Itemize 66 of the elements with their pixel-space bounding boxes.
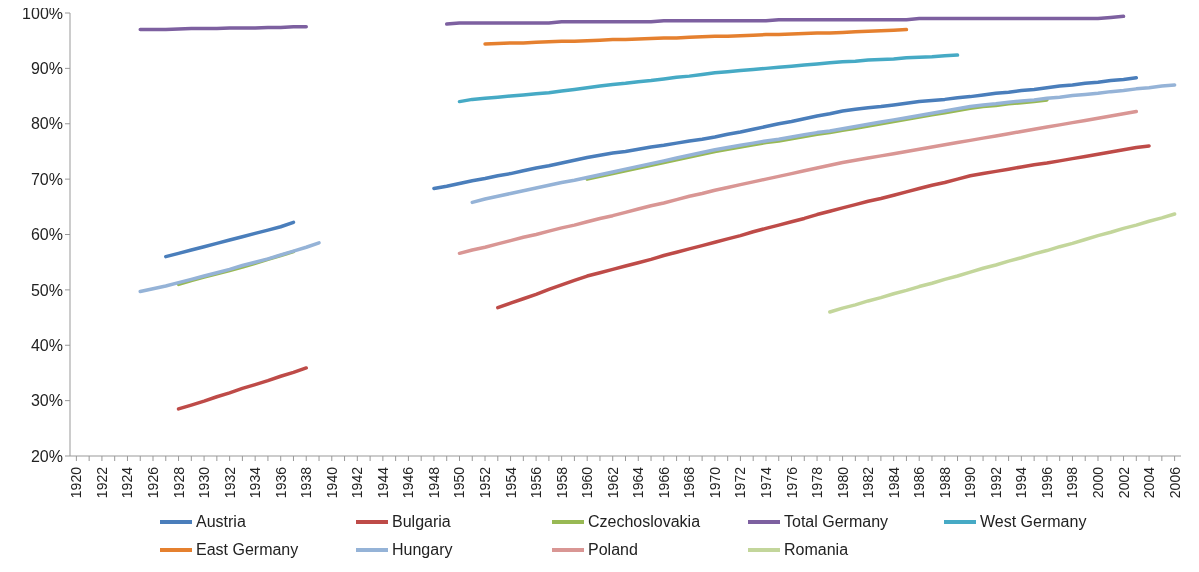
x-tick-label: 2002 bbox=[1115, 466, 1132, 499]
legend-label: Czechoslovakia bbox=[588, 513, 701, 531]
x-tick-label: 1948 bbox=[425, 466, 442, 499]
x-tick-label: 1928 bbox=[170, 466, 187, 499]
legend-label: Total Germany bbox=[784, 513, 889, 531]
y-tick-label: 100% bbox=[22, 4, 63, 22]
legend-label: Romania bbox=[784, 541, 849, 559]
y-tick-label: 80% bbox=[30, 115, 63, 133]
y-tick-label: 60% bbox=[30, 226, 63, 244]
y-tick-label: 40% bbox=[30, 336, 63, 354]
x-tick-label: 1952 bbox=[477, 466, 494, 499]
y-tick-label: 50% bbox=[30, 281, 63, 299]
x-tick-label: 1976 bbox=[783, 466, 800, 499]
legend-label: West Germany bbox=[980, 513, 1087, 531]
legend-label: Hungary bbox=[392, 541, 453, 559]
line-series bbox=[457, 53, 960, 104]
x-tick-label: 1962 bbox=[604, 466, 621, 499]
legend-label: East Germany bbox=[196, 541, 299, 559]
x-tick-label: 1958 bbox=[553, 466, 570, 499]
x-tick-label: 1938 bbox=[298, 466, 315, 499]
x-tick-label: 1934 bbox=[247, 466, 264, 499]
x-tick-label: 2004 bbox=[1141, 466, 1158, 499]
x-tick-label: 1926 bbox=[145, 466, 162, 499]
y-tick-label: 20% bbox=[30, 447, 63, 465]
x-tick-label: 1940 bbox=[323, 466, 340, 499]
x-tick-label: 1932 bbox=[221, 466, 238, 499]
legend-label: Bulgaria bbox=[392, 513, 451, 531]
x-tick-label: 1968 bbox=[681, 466, 698, 499]
x-tick-label: 1996 bbox=[1038, 466, 1055, 499]
x-tick-label: 1924 bbox=[119, 466, 136, 499]
line-series bbox=[457, 109, 1139, 256]
x-tick-label: 1930 bbox=[196, 466, 213, 499]
x-tick-label: 1920 bbox=[68, 466, 85, 499]
x-tick-label: 1944 bbox=[374, 466, 391, 499]
x-tick-label: 1936 bbox=[272, 466, 289, 499]
x-tick-label: 1966 bbox=[655, 466, 672, 499]
x-tick-label: 1922 bbox=[93, 466, 110, 499]
x-tick-label: 1990 bbox=[962, 466, 979, 499]
y-tick-label: 70% bbox=[30, 170, 63, 188]
x-tick-label: 1984 bbox=[885, 466, 902, 499]
line-series bbox=[828, 212, 1177, 314]
x-tick-label: 1972 bbox=[732, 466, 749, 499]
x-tick-label: 1986 bbox=[911, 466, 928, 499]
x-tick-label: 2006 bbox=[1166, 466, 1183, 499]
y-tick-label: 30% bbox=[30, 392, 63, 410]
x-tick-label: 1998 bbox=[1064, 466, 1081, 499]
legend-label: Austria bbox=[196, 513, 246, 531]
x-tick-label: 2000 bbox=[1089, 466, 1106, 499]
x-tick-label: 1980 bbox=[834, 466, 851, 499]
legend-label: Poland bbox=[588, 541, 638, 559]
x-tick-label: 1956 bbox=[528, 466, 545, 499]
x-tick-label: 1982 bbox=[860, 466, 877, 499]
x-tick-label: 1994 bbox=[1013, 466, 1030, 499]
x-tick-label: 1988 bbox=[936, 466, 953, 499]
x-tick-label: 1960 bbox=[579, 466, 596, 499]
x-tick-label: 1992 bbox=[987, 466, 1004, 499]
x-tick-label: 1974 bbox=[757, 466, 774, 499]
x-tick-label: 1964 bbox=[630, 466, 647, 499]
y-tick-label: 90% bbox=[30, 60, 63, 78]
x-tick-label: 1950 bbox=[451, 466, 468, 499]
line-series bbox=[483, 27, 909, 46]
x-tick-label: 1942 bbox=[349, 466, 366, 499]
x-tick-label: 1970 bbox=[706, 466, 723, 499]
x-tick-label: 1978 bbox=[809, 466, 826, 499]
x-tick-label: 1946 bbox=[400, 466, 417, 499]
x-tick-label: 1954 bbox=[502, 466, 519, 499]
